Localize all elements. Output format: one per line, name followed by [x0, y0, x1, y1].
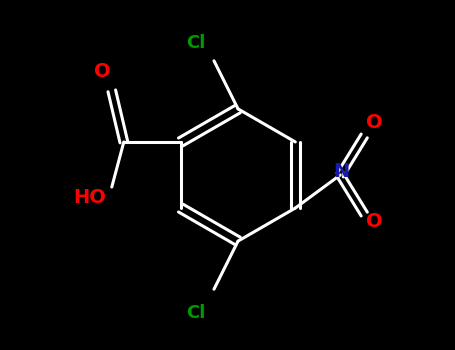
Text: O: O [95, 62, 111, 81]
Text: HO: HO [73, 188, 106, 207]
Text: O: O [366, 212, 383, 231]
Text: O: O [366, 113, 383, 132]
Text: Cl: Cl [186, 304, 206, 322]
Text: N: N [334, 162, 350, 182]
Text: Cl: Cl [186, 34, 206, 52]
